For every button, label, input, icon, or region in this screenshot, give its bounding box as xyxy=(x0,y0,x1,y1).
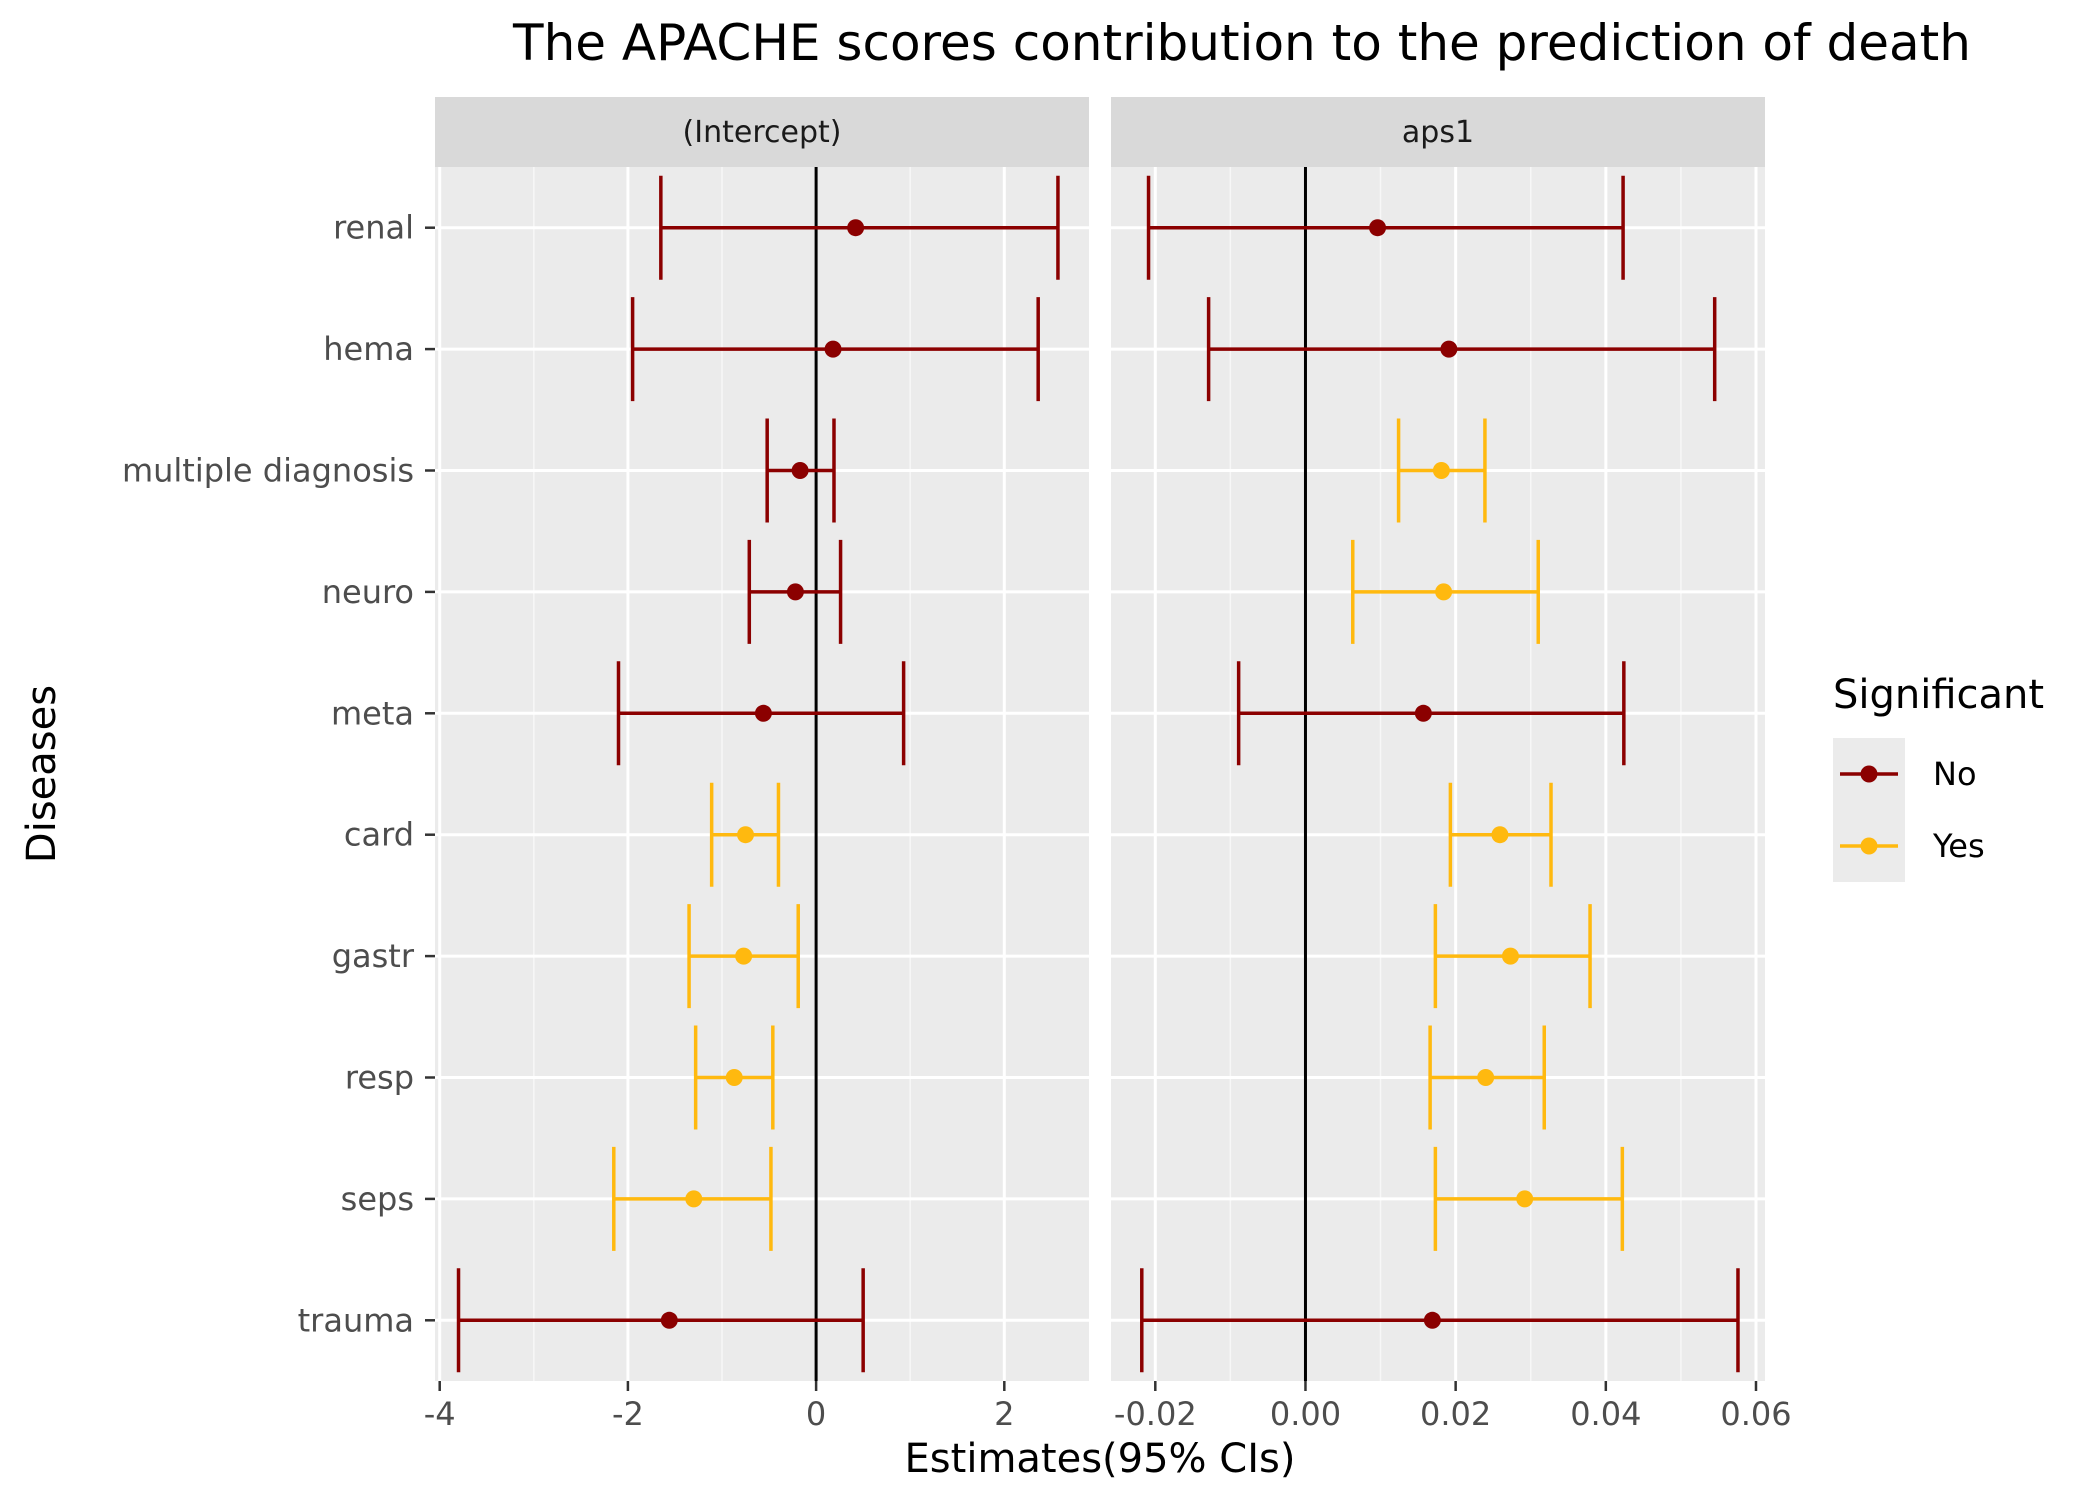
panel-background-aps1 xyxy=(1111,167,1765,1381)
point-estimate-aps1-meta xyxy=(1414,704,1432,722)
y-axis: renal hema multiple diagnosis neuro meta card… xyxy=(122,209,435,1339)
point-estimate-intercept-seps xyxy=(685,1190,703,1208)
point-estimate-intercept-meta xyxy=(754,704,772,722)
point-estimate-aps1-trauma xyxy=(1423,1311,1441,1329)
x-tick-label-aps1: 0.06 xyxy=(1720,1395,1791,1433)
y-tick-label-resp: resp xyxy=(345,1059,414,1097)
y-axis-title: Diseases xyxy=(19,685,65,863)
facet-strip-intercept xyxy=(435,97,1089,167)
legend-key-point-no xyxy=(1860,765,1878,783)
legend-key-point-yes xyxy=(1860,837,1878,855)
x-tick-label-intercept: -2 xyxy=(612,1395,644,1433)
y-tick-label-neuro: neuro xyxy=(322,573,414,611)
point-estimate-intercept-resp xyxy=(725,1069,743,1086)
point-estimate-intercept-gastr xyxy=(735,947,753,965)
x-tick-label-intercept: 0 xyxy=(806,1395,826,1433)
point-estimate-aps1-renal xyxy=(1369,219,1387,237)
point-estimate-intercept-hema xyxy=(824,340,842,358)
chart-title: The APACHE scores contribution to the pr… xyxy=(512,14,1971,72)
y-tick-label-seps: seps xyxy=(341,1180,414,1218)
facet-intercept: (Intercept) -4 -2 0 2 xyxy=(424,97,1089,1433)
x-tick-label-aps1: 0.00 xyxy=(1270,1395,1341,1433)
legend-label-yes: Yes xyxy=(1932,827,1985,865)
point-estimate-aps1-card xyxy=(1491,826,1509,844)
x-tick-label-intercept: -4 xyxy=(424,1395,456,1433)
x-tick-label-intercept: 2 xyxy=(994,1395,1014,1433)
point-estimate-intercept-multiple-diagnosis xyxy=(791,462,809,479)
point-estimate-intercept-renal xyxy=(847,219,865,237)
point-estimate-aps1-neuro xyxy=(1435,583,1453,601)
point-estimate-aps1-multiple-diagnosis xyxy=(1432,462,1450,479)
y-tick-label-meta: meta xyxy=(331,694,414,732)
y-tick-label-trauma: trauma xyxy=(298,1301,414,1339)
legend-title: Significant xyxy=(1833,672,2044,718)
facet-aps1: aps1 -0.02 0.00 0.02 0.04 0.06 xyxy=(1111,97,1792,1433)
point-estimate-intercept-card xyxy=(737,826,755,844)
legend-label-no: No xyxy=(1933,755,1977,793)
x-axis-title: Estimates(95% CIs) xyxy=(905,1436,1296,1482)
panel-background-intercept xyxy=(435,167,1089,1381)
y-tick-label-card: card xyxy=(344,816,414,854)
x-tick-label-aps1: 0.04 xyxy=(1570,1395,1641,1433)
facet-strip-label-aps1: aps1 xyxy=(1402,115,1474,150)
point-estimate-aps1-gastr xyxy=(1501,947,1519,965)
point-estimate-aps1-resp xyxy=(1477,1069,1495,1086)
point-estimate-intercept-trauma xyxy=(660,1311,678,1329)
point-estimate-aps1-hema xyxy=(1440,340,1458,358)
x-tick-label-aps1: -0.02 xyxy=(1114,1395,1197,1433)
x-tick-label-aps1: 0.02 xyxy=(1420,1395,1491,1433)
legend: Significant No Yes xyxy=(1833,672,2044,882)
facet-strip-label-intercept: (Intercept) xyxy=(683,115,842,150)
facet-strip-aps1 xyxy=(1111,97,1765,167)
y-tick-label-multiple-diagnosis: multiple diagnosis xyxy=(122,452,414,490)
point-estimate-aps1-seps xyxy=(1516,1190,1534,1208)
y-tick-label-renal: renal xyxy=(333,209,414,247)
point-estimate-intercept-neuro xyxy=(786,583,804,601)
y-tick-label-hema: hema xyxy=(323,330,414,368)
y-tick-label-gastr: gastr xyxy=(332,937,415,975)
